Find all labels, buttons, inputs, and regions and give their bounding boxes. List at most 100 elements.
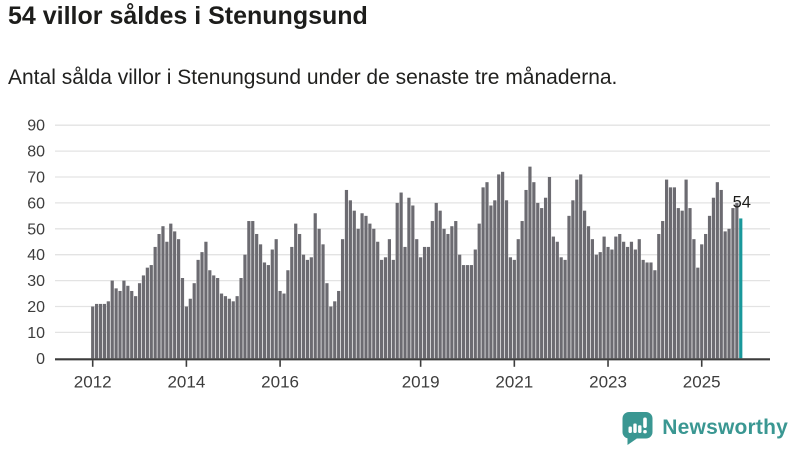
bar	[130, 290, 134, 359]
y-tick-label: 0	[36, 351, 45, 368]
y-tick-label: 10	[27, 325, 45, 342]
bar	[473, 249, 477, 359]
y-tick-label: 50	[27, 221, 45, 238]
bar	[684, 179, 688, 359]
bar	[216, 278, 220, 359]
bar	[317, 228, 321, 359]
bar	[110, 280, 114, 359]
bar	[122, 280, 126, 359]
bar	[629, 241, 634, 359]
bar	[102, 303, 107, 359]
bar	[364, 215, 368, 359]
bar	[411, 205, 415, 359]
bar	[551, 236, 555, 359]
bar	[278, 290, 282, 359]
bar	[239, 278, 243, 359]
bar	[481, 187, 485, 359]
bar	[723, 231, 727, 359]
bar	[204, 241, 208, 359]
bar	[610, 249, 614, 359]
bar	[380, 259, 384, 359]
bar	[520, 221, 524, 359]
newsworthy-wordmark: Newsworthy	[662, 416, 788, 439]
bar	[504, 200, 509, 359]
bar	[641, 259, 645, 359]
bar	[508, 257, 513, 359]
y-tick-label: 90	[27, 118, 45, 135]
last-value-label: 54	[733, 193, 751, 211]
bar	[633, 249, 637, 359]
bar	[559, 257, 563, 359]
bar	[625, 246, 630, 359]
bar	[567, 215, 571, 359]
bar	[399, 192, 403, 359]
bar	[434, 202, 438, 359]
bar	[442, 228, 446, 359]
bar	[540, 208, 544, 359]
bar	[419, 257, 423, 359]
bar	[368, 223, 372, 359]
bar	[243, 254, 247, 359]
bar	[91, 306, 95, 359]
bar	[516, 239, 520, 359]
bar	[477, 223, 481, 359]
x-tick-label: 2016	[261, 372, 299, 391]
bar	[657, 233, 661, 359]
bar	[571, 200, 575, 359]
bar	[422, 246, 427, 359]
bar	[169, 223, 173, 359]
bar	[512, 259, 516, 359]
bar	[356, 228, 360, 359]
bar	[454, 221, 458, 359]
bar	[598, 252, 602, 359]
bar	[696, 267, 700, 359]
bar	[325, 283, 329, 359]
bar	[501, 171, 505, 359]
bar	[715, 182, 719, 359]
bar	[173, 231, 177, 359]
bar	[274, 239, 278, 359]
bar	[290, 246, 294, 359]
bar	[313, 213, 317, 359]
bar	[680, 210, 684, 359]
bar	[622, 241, 626, 359]
bar	[227, 298, 231, 359]
newsworthy-icon	[622, 412, 653, 445]
y-tick-label: 80	[27, 144, 45, 161]
bar	[438, 210, 442, 359]
bar	[329, 306, 333, 359]
bar	[668, 187, 673, 359]
bar	[165, 241, 169, 359]
bar	[235, 296, 239, 359]
bar	[653, 270, 657, 359]
bar	[489, 205, 493, 359]
bar	[282, 293, 286, 359]
bar	[348, 200, 352, 359]
bar	[212, 275, 216, 359]
bar	[219, 293, 224, 359]
bar	[430, 221, 434, 359]
bar	[645, 262, 649, 359]
bar	[618, 233, 622, 359]
bar	[528, 166, 532, 359]
bar	[337, 290, 341, 359]
highlighted-bar	[739, 218, 743, 359]
newsworthy-logo[interactable]: Newsworthy	[620, 409, 788, 447]
bar	[543, 197, 548, 359]
bar	[719, 189, 723, 359]
bar	[735, 202, 739, 359]
bar	[98, 303, 103, 359]
y-tick-label: 60	[27, 195, 45, 212]
bar	[458, 254, 462, 359]
bar	[208, 270, 212, 359]
bar	[450, 226, 454, 359]
bar	[266, 265, 270, 359]
bar	[532, 182, 536, 359]
bar	[383, 257, 388, 359]
y-tick-label: 30	[27, 273, 45, 290]
bar	[614, 236, 618, 359]
bar	[344, 189, 349, 359]
bar	[594, 254, 598, 359]
x-tick-label: 2012	[74, 372, 112, 391]
